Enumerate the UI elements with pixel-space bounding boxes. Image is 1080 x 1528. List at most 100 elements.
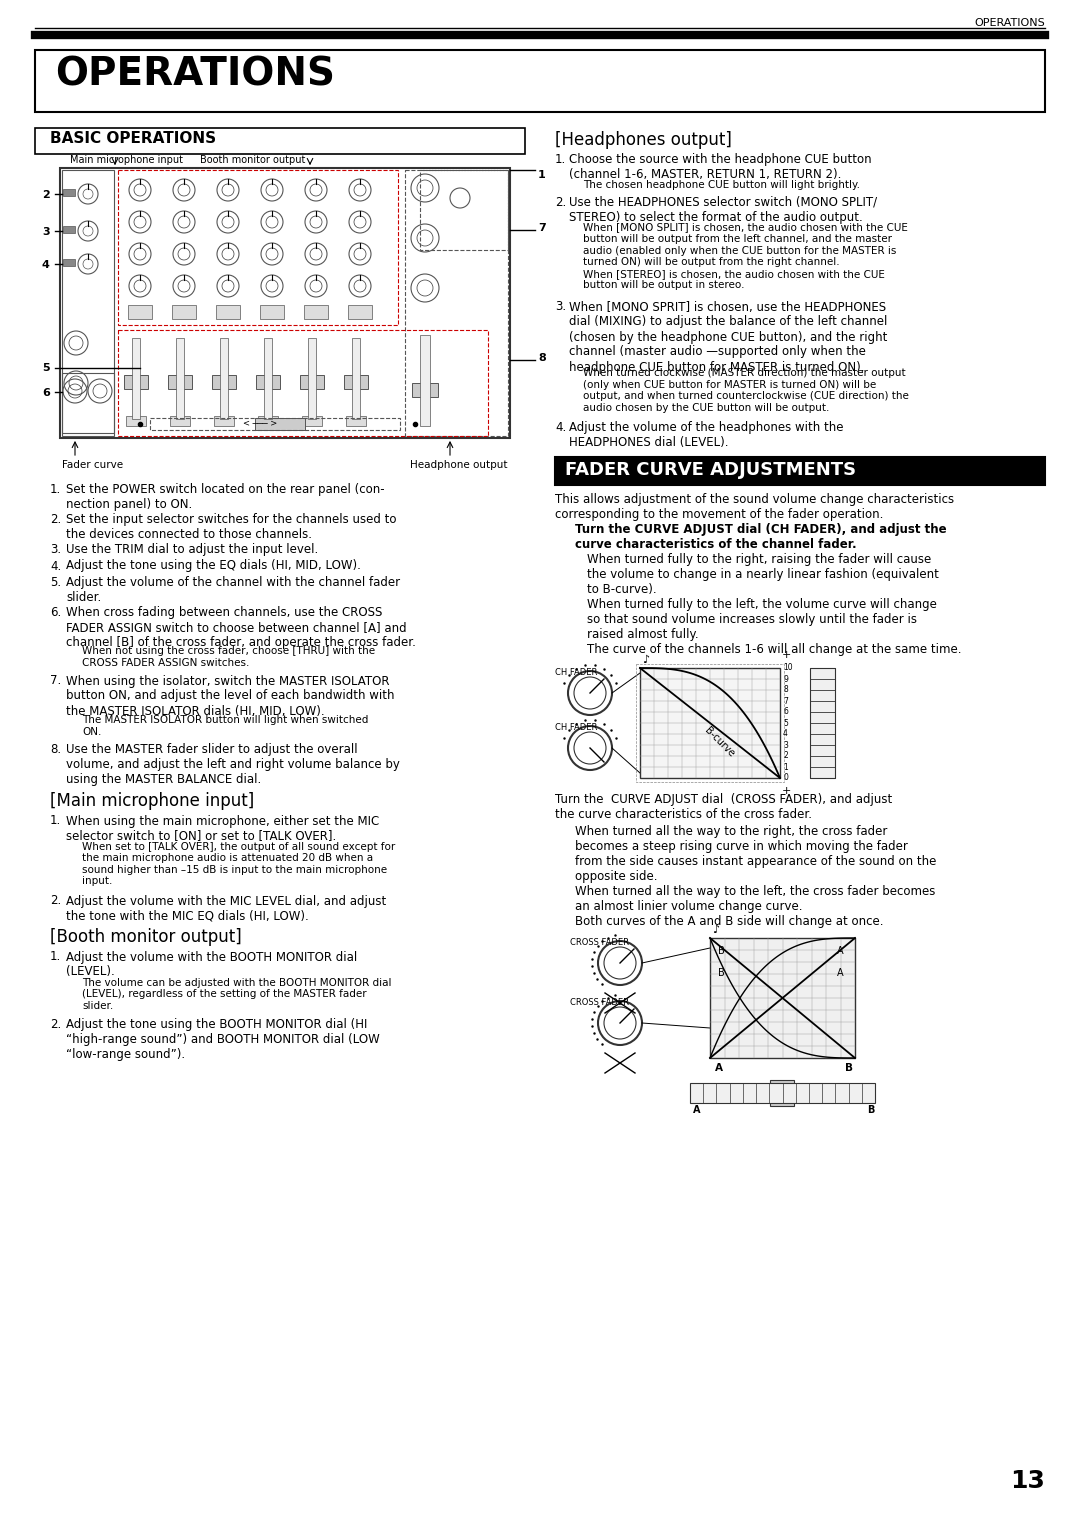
Bar — [35, 128, 525, 154]
Text: B: B — [718, 946, 725, 957]
Bar — [150, 419, 400, 429]
Bar — [172, 306, 195, 319]
Bar — [405, 170, 508, 435]
Bar — [345, 374, 368, 390]
Text: 3.: 3. — [555, 301, 566, 313]
Text: 6.: 6. — [50, 607, 62, 619]
Bar — [770, 1080, 794, 1106]
Text: Set the POWER switch located on the rear panel (con-
nection panel) to ON.: Set the POWER switch located on the rear… — [66, 483, 384, 510]
Text: 1.: 1. — [50, 814, 62, 828]
Bar — [300, 374, 324, 390]
Bar — [303, 306, 328, 319]
Text: [Main microphone input]: [Main microphone input] — [50, 793, 254, 810]
Text: 8: 8 — [783, 686, 787, 695]
Text: 4: 4 — [783, 729, 788, 738]
Text: 3: 3 — [42, 228, 50, 237]
Text: 2.: 2. — [555, 196, 566, 208]
Text: Set the input selector switches for the channels used to
the devices connected t: Set the input selector switches for the … — [66, 513, 396, 541]
Text: ♪: ♪ — [712, 924, 719, 935]
Text: The MASTER ISOLATOR button will light when switched
ON.: The MASTER ISOLATOR button will light wh… — [82, 715, 368, 736]
Bar — [420, 170, 508, 251]
Text: Choose the source with the headphone CUE button
(channel 1-6, MASTER, RETURN 1, : Choose the source with the headphone CUE… — [569, 153, 872, 180]
Text: When turned clockwise (MASTER direction) the master output
(only when CUE button: When turned clockwise (MASTER direction)… — [583, 368, 909, 413]
Text: < ─── >: < ─── > — [243, 419, 278, 428]
Bar — [260, 306, 284, 319]
Bar — [63, 189, 75, 196]
Text: 10: 10 — [783, 663, 793, 672]
Bar — [555, 457, 1045, 484]
Text: +: + — [782, 649, 792, 660]
Text: 9: 9 — [783, 674, 788, 683]
Text: Use the TRIM dial to adjust the input level.: Use the TRIM dial to adjust the input le… — [66, 542, 319, 556]
Text: Headphone output: Headphone output — [410, 460, 508, 471]
Bar — [640, 668, 780, 778]
Bar — [264, 338, 272, 419]
Text: B: B — [845, 1063, 853, 1073]
Text: B-curve: B-curve — [703, 726, 737, 759]
Text: 5.: 5. — [50, 576, 62, 588]
Bar — [308, 338, 316, 419]
Text: 6: 6 — [42, 388, 50, 397]
Text: 4: 4 — [42, 260, 50, 270]
Text: A: A — [837, 946, 843, 957]
Text: 5: 5 — [783, 718, 788, 727]
Text: B: B — [718, 969, 725, 978]
Bar — [216, 306, 240, 319]
Text: The volume can be adjusted with the BOOTH MONITOR dial
(LEVEL), regardless of th: The volume can be adjusted with the BOOT… — [82, 978, 391, 1010]
Bar — [176, 338, 184, 419]
Bar — [62, 373, 114, 432]
Text: 8: 8 — [538, 353, 545, 364]
Text: CROSS FADER: CROSS FADER — [570, 998, 629, 1007]
Bar — [220, 338, 228, 419]
Text: Turn the CURVE ADJUST dial (CH FADER), and adjust the
curve characteristics of t: Turn the CURVE ADJUST dial (CH FADER), a… — [575, 523, 947, 552]
Text: 5: 5 — [42, 364, 50, 373]
Text: Adjust the volume of the channel with the channel fader
slider.: Adjust the volume of the channel with th… — [66, 576, 400, 604]
Text: +: + — [782, 785, 792, 796]
Bar — [63, 226, 75, 232]
Text: A: A — [715, 1063, 723, 1073]
Bar — [35, 50, 1045, 112]
Text: 4.: 4. — [50, 559, 62, 573]
Text: 2: 2 — [42, 189, 50, 200]
Text: When set to [TALK OVER], the output of all sound except for
the main microphone : When set to [TALK OVER], the output of a… — [82, 842, 395, 886]
Bar — [60, 168, 510, 439]
Text: Adjust the tone using the EQ dials (HI, MID, LOW).: Adjust the tone using the EQ dials (HI, … — [66, 559, 361, 573]
Text: When turned fully to the right, raising the fader will cause
the volume to chang: When turned fully to the right, raising … — [588, 553, 961, 656]
Text: Adjust the tone using the BOOTH MONITOR dial (HI
“high-range sound”) and BOOTH M: Adjust the tone using the BOOTH MONITOR … — [66, 1018, 380, 1060]
Text: CROSS FADER: CROSS FADER — [570, 938, 629, 947]
Text: When [MONO SPRIT] is chosen, use the HEADPHONES
dial (MIXING) to adjust the bala: When [MONO SPRIT] is chosen, use the HEA… — [569, 301, 888, 373]
Text: A: A — [693, 1105, 701, 1115]
Text: When using the isolator, switch the MASTER ISOLATOR
button ON, and adjust the le: When using the isolator, switch the MAST… — [66, 674, 394, 718]
Text: CH FADER: CH FADER — [555, 723, 597, 732]
Text: 7: 7 — [783, 697, 788, 706]
Text: [Headphones output]: [Headphones output] — [555, 131, 732, 150]
Bar — [348, 306, 372, 319]
Text: 2.: 2. — [50, 1018, 62, 1031]
Bar — [811, 718, 834, 735]
Bar — [124, 374, 148, 390]
Text: 8.: 8. — [50, 743, 62, 756]
Text: 4.: 4. — [555, 422, 566, 434]
Bar — [62, 170, 114, 435]
Text: 2.: 2. — [50, 894, 62, 908]
Bar — [129, 306, 152, 319]
Bar — [170, 416, 190, 426]
Text: 1.: 1. — [50, 950, 62, 964]
Text: Adjust the volume of the headphones with the
HEADPHONES dial (LEVEL).: Adjust the volume of the headphones with… — [569, 422, 843, 449]
Text: When not using the cross fader, choose [THRU] with the
CROSS FADER ASSIGN switch: When not using the cross fader, choose [… — [82, 646, 375, 668]
Bar — [212, 374, 237, 390]
Bar — [214, 416, 234, 426]
Text: When [MONO SPLIT] is chosen, the audio chosen with the CUE
button will be output: When [MONO SPLIT] is chosen, the audio c… — [583, 223, 908, 290]
Text: Fader curve: Fader curve — [62, 460, 123, 471]
Text: Use the HEADPHONES selector switch (MONO SPLIT/
STEREO) to select the format of : Use the HEADPHONES selector switch (MONO… — [569, 196, 877, 223]
Text: 1: 1 — [783, 762, 787, 772]
Text: 7.: 7. — [50, 674, 62, 688]
Text: OPERATIONS: OPERATIONS — [974, 18, 1045, 28]
Text: 7: 7 — [538, 223, 545, 232]
Text: B: B — [867, 1105, 875, 1115]
Text: 13: 13 — [1010, 1468, 1045, 1493]
Bar — [132, 338, 140, 419]
Text: 1: 1 — [538, 170, 545, 180]
Bar — [810, 668, 835, 778]
Text: 0: 0 — [783, 773, 788, 782]
